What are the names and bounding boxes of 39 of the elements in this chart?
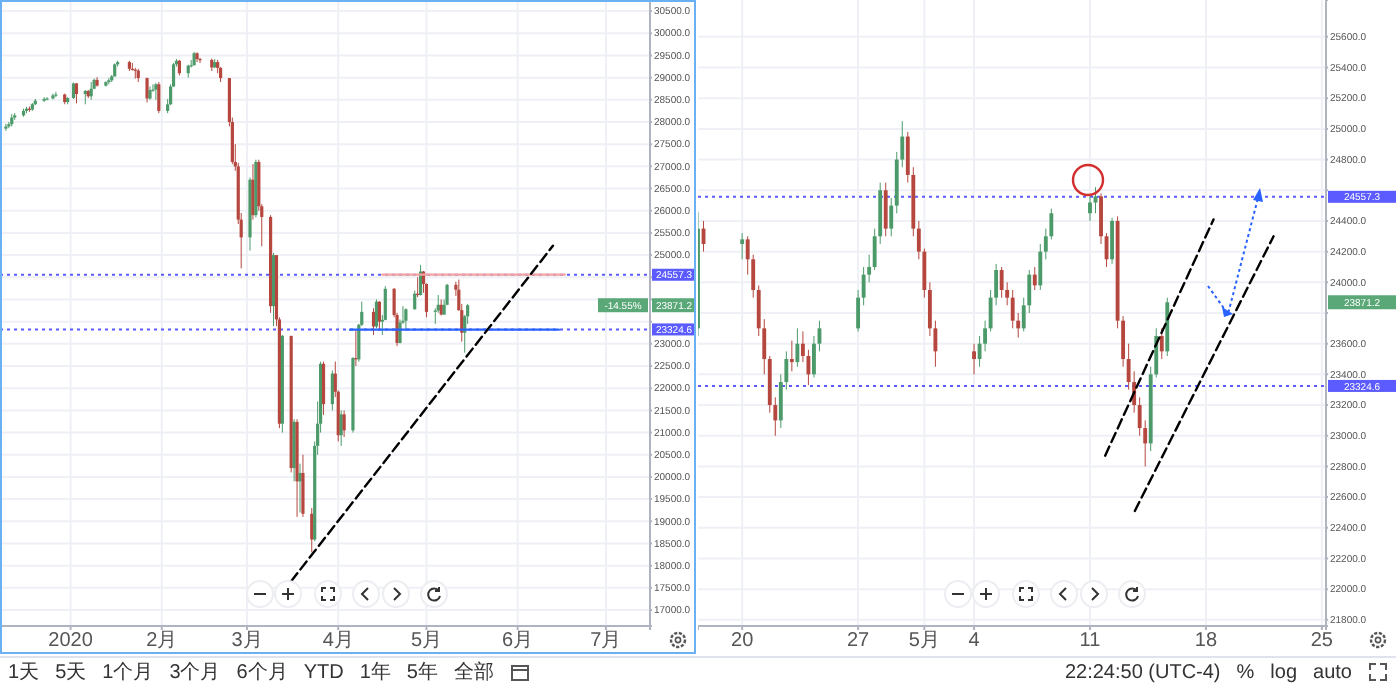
candlestick [883, 182, 888, 237]
text: 22:24:50 (UTC-4) [1064, 661, 1221, 683]
candlestick [1110, 217, 1114, 265]
x-tick-label: 7月 [590, 630, 622, 653]
x-tick-label: 27 [846, 630, 871, 653]
x-tick-label: 20 [731, 630, 755, 653]
x-tick-label: 6月 [502, 630, 534, 653]
text: 5天 [55, 660, 87, 684]
candlestick [1159, 327, 1164, 360]
text: auto [1313, 661, 1352, 683]
candlestick [795, 327, 800, 368]
candlestick [157, 81, 161, 114]
x-tick-label: 4 [968, 630, 981, 653]
candlestick [330, 369, 334, 411]
text: 全部 [453, 659, 494, 684]
x-tick-label: 25 [1310, 630, 1334, 653]
candlestick [1032, 266, 1037, 291]
text: 1年 [359, 660, 391, 684]
text: 1天 [8, 660, 40, 684]
x-tick-label: 2月 [146, 630, 178, 653]
x-tick-label: 2020 [48, 630, 94, 653]
x-tick-label: 5月 [410, 630, 443, 653]
text: % [1236, 661, 1255, 683]
x-tick-label: 11 [1079, 630, 1102, 653]
text: 1个月 [102, 660, 154, 684]
candlestick [972, 343, 976, 375]
x-tick-label: 18 [1194, 630, 1218, 653]
x-tick-label: 4月 [322, 630, 354, 653]
candlestick [999, 266, 1004, 299]
text: 3个月 [169, 660, 221, 684]
x-tick-label: 3月 [231, 630, 263, 653]
candlestick [789, 340, 794, 372]
text: 5年 [406, 660, 438, 684]
candlestick [1088, 195, 1092, 222]
candlestick [740, 232, 745, 260]
text: log [1270, 661, 1298, 683]
text: YTD [303, 661, 344, 683]
x-tick-label: 5月 [908, 630, 940, 653]
text: 6个月 [236, 660, 288, 684]
